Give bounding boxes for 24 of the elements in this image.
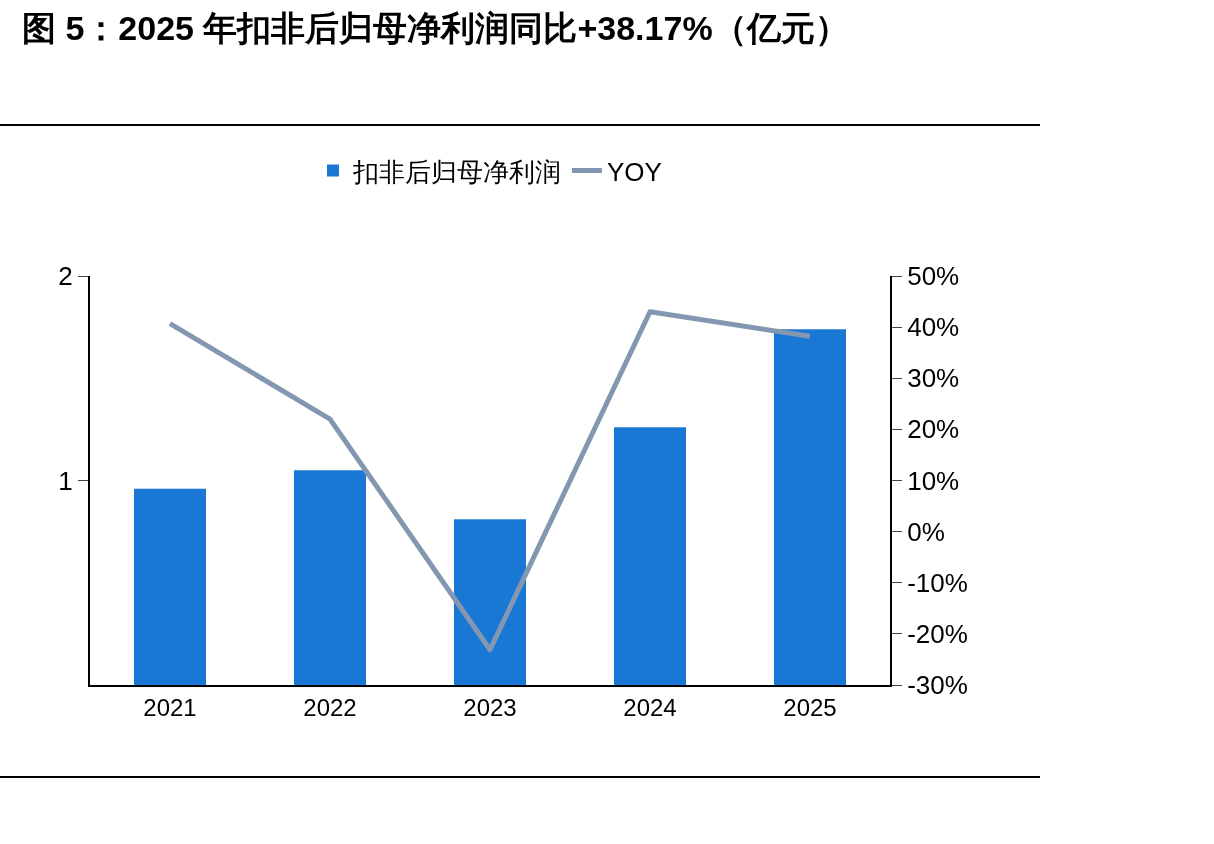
chart-title: 图 5：2025 年扣非后归母净利润同比+38.17%（亿元）: [22, 8, 850, 49]
bar: [774, 329, 846, 685]
y2-tick-label: 10%: [907, 465, 960, 496]
y-tick-label: 1: [58, 465, 73, 496]
x-tick-label: 2022: [303, 693, 357, 721]
y2-tick-label: 20%: [907, 414, 960, 445]
bar: [614, 427, 686, 685]
bar: [294, 470, 366, 685]
legend-label: YOY: [607, 156, 662, 187]
x-tick-label: 2023: [463, 693, 517, 721]
bar: [134, 488, 206, 685]
x-tick-label: 2025: [783, 693, 837, 721]
bar: [454, 519, 526, 685]
y2-tick-label: -30%: [907, 670, 968, 701]
y2-tick-label: 40%: [907, 312, 960, 343]
y2-tick-label: -20%: [907, 618, 968, 649]
y2-tick-label: 50%: [907, 261, 960, 292]
y2-tick-label: -10%: [907, 567, 968, 598]
x-tick-label: 2021: [143, 693, 197, 721]
x-tick-label: 2024: [623, 693, 677, 721]
y2-tick-label: 30%: [907, 363, 960, 394]
y-tick-label: 2: [58, 261, 73, 292]
y2-tick-label: 0%: [907, 516, 945, 547]
legend-label: 扣非后归母净利润: [352, 156, 561, 187]
